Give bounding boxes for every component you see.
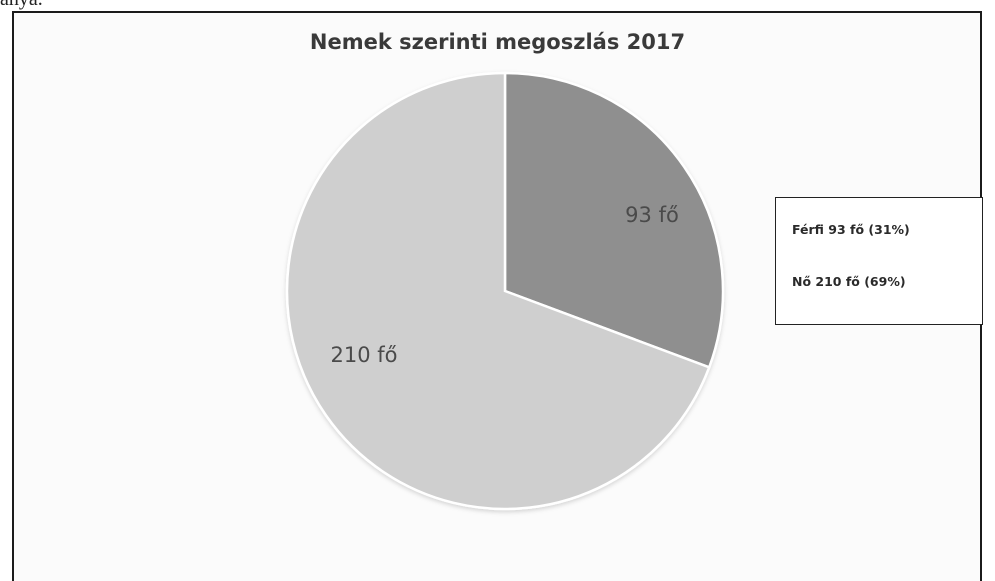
data-label-no: 210 fő xyxy=(331,343,398,367)
legend-entry-ferfi: Férfi 93 fő (31%) xyxy=(792,222,910,237)
pie-slice-no xyxy=(285,71,711,511)
data-label-ferfi: 93 fő xyxy=(625,203,679,227)
preceding-text: anya. xyxy=(0,0,43,11)
pie-slice-ferfi xyxy=(503,71,725,369)
legend-entry-no: Nő 210 fő (69%) xyxy=(792,274,906,289)
chart-legend: Férfi 93 fő (31%) Nő 210 fő (69%) xyxy=(775,197,983,325)
chart-title: Nemek szerinti megoszlás 2017 xyxy=(309,30,686,54)
